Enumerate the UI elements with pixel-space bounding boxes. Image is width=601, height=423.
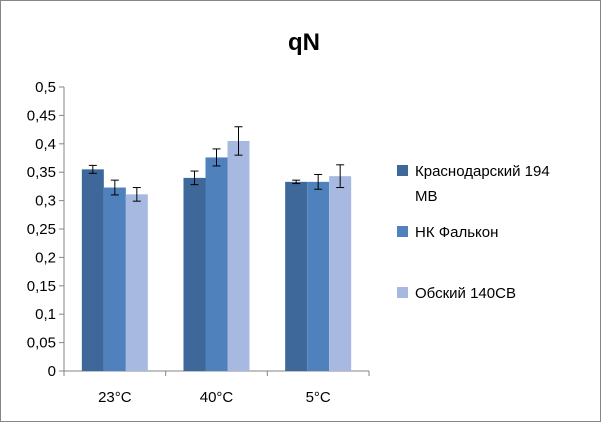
bar: [81, 169, 104, 371]
axes: 0 0,05 0,1 0,15 0,2 0,25 0,3 0,35 0,4 0,45 0,5 23°C…: [27, 79, 370, 406]
y-tick-label: 0,45: [27, 107, 56, 124]
x-tick-label: 40°C: [200, 389, 234, 406]
legend-swatch: [397, 226, 408, 237]
bar: [183, 177, 206, 371]
y-tick-label: 0,15: [27, 278, 56, 295]
y-tick-label: 0,4: [35, 136, 56, 153]
y-tick-label: 0,25: [27, 221, 56, 238]
bar: [329, 176, 352, 371]
legend: Краснодарский 194 МВ НК Фалькон Обский 140С…: [397, 163, 550, 302]
y-tick-label: 0,05: [27, 335, 56, 352]
y-tick-label: 0: [48, 363, 56, 380]
legend-swatch: [397, 165, 408, 176]
bar: [205, 157, 228, 371]
legend-label: Краснодарский 194: [415, 163, 550, 180]
y-tick-label: 0,5: [35, 79, 56, 96]
bars: [81, 126, 352, 371]
bar: [285, 181, 308, 371]
bar: [307, 181, 330, 371]
legend-label: Обский 140СВ: [415, 285, 516, 302]
y-tick-label: 0,35: [27, 164, 56, 181]
bar: [103, 187, 126, 371]
x-tick-label: 23°C: [98, 389, 132, 406]
bar: [125, 194, 148, 371]
y-tick-label: 0,3: [35, 193, 56, 210]
chart-title: qN: [288, 29, 320, 56]
x-tick-label: 5°C: [306, 389, 331, 406]
y-tick-label: 0,1: [35, 306, 56, 323]
y-tick-label: 0,2: [35, 249, 56, 266]
legend-label: МВ: [415, 188, 438, 205]
legend-swatch: [397, 287, 408, 298]
bar: [227, 140, 250, 371]
legend-label: НК Фалькон: [415, 224, 498, 241]
